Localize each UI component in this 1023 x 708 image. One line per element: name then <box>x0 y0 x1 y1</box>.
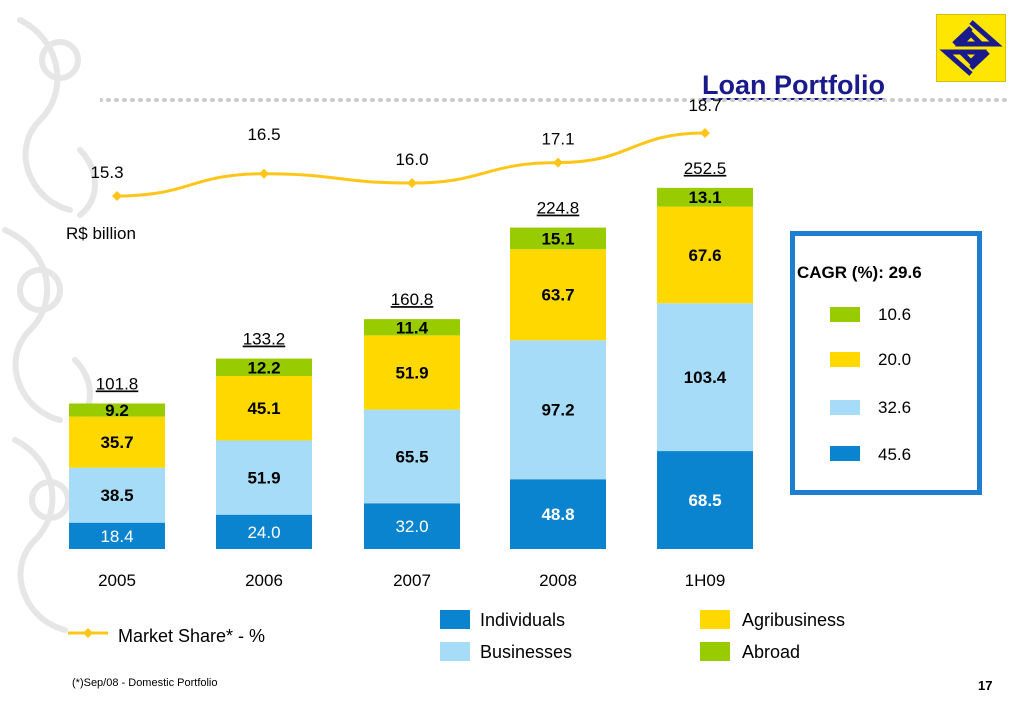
bar-label-abroad-2005: 9.2 <box>105 401 129 420</box>
bar-label-abroad-2006: 12.2 <box>247 358 280 377</box>
total-label-2008: 224.8 <box>537 199 580 218</box>
cagr-swatch-agribusiness <box>830 352 860 367</box>
bar-individuals-2008 <box>510 479 606 549</box>
cagr-value-agribusiness: 20.0 <box>878 350 912 369</box>
cagr-swatch-abroad <box>830 307 860 322</box>
bar-abroad-2008 <box>510 227 606 250</box>
legend-label-businesses: Businesses <box>480 642 573 662</box>
bar-label-individuals-1h09: 68.5 <box>688 491 721 510</box>
legend-label-agribusiness: Agribusiness <box>742 610 846 630</box>
category-label-2006: 2006 <box>245 571 283 590</box>
bar-abroad-2007 <box>364 319 460 336</box>
bank-logo-icon <box>936 14 1006 82</box>
bar-label-agribusiness-1h09: 67.6 <box>688 246 721 265</box>
legend-swatch-businesses <box>440 642 470 661</box>
bar-businesses-1h09 <box>657 303 753 452</box>
bar-abroad-2006 <box>216 358 312 377</box>
cagr-swatch-individuals <box>830 446 860 461</box>
legend-label-individuals: Individuals <box>480 610 566 630</box>
bar-abroad-2005 <box>69 403 165 417</box>
bar-label-agribusiness-2005: 35.7 <box>100 433 133 452</box>
market-share-point-1h09 <box>700 128 710 138</box>
footnote: (*)Sep/08 - Domestic Portfolio <box>72 677 218 689</box>
bar-label-individuals-2006: 24.0 <box>247 523 280 542</box>
bar-individuals-2006 <box>216 514 312 549</box>
bar-label-businesses-2008: 97.2 <box>541 401 574 420</box>
legend-swatch-agribusiness <box>700 610 730 629</box>
bar-label-businesses-2005: 38.5 <box>100 486 133 505</box>
market-share-point-2006 <box>259 168 269 179</box>
cagr-value-individuals: 45.6 <box>878 445 912 464</box>
market-share-label-1h09: 18.7 <box>688 96 721 115</box>
bar-agribusiness-2007 <box>364 335 460 410</box>
bar-abroad-1h09 <box>657 187 753 207</box>
cagr-swatch-businesses <box>830 400 860 415</box>
bar-label-businesses-1h09: 103.4 <box>684 368 727 387</box>
bar-individuals-2005 <box>69 522 165 549</box>
market-share-legend-label: Market Share* - % <box>118 626 266 646</box>
dotted-separator <box>100 98 1010 102</box>
bar-businesses-2007 <box>364 409 460 504</box>
legend-label-abroad: Abroad <box>742 642 801 662</box>
bar-individuals-2007 <box>364 503 460 549</box>
category-label-2008: 2008 <box>539 571 577 590</box>
bar-label-individuals-2008: 48.8 <box>541 505 574 524</box>
cagr-value-businesses: 32.6 <box>878 398 912 417</box>
category-label-2005: 2005 <box>98 571 136 590</box>
bar-individuals-1h09 <box>657 451 753 549</box>
bar-label-individuals-2007: 32.0 <box>395 517 428 536</box>
page-number: 17 <box>978 678 993 693</box>
cagr-box <box>790 231 982 495</box>
bar-label-agribusiness-2008: 63.7 <box>541 286 574 305</box>
total-label-2007: 160.8 <box>391 290 434 309</box>
bar-businesses-2005 <box>69 467 165 523</box>
legend-swatch-abroad <box>700 642 730 661</box>
bar-label-agribusiness-2007: 51.9 <box>395 364 428 383</box>
market-share-label-2008: 17.1 <box>541 130 574 149</box>
legend-swatch-individuals <box>440 610 470 629</box>
market-share-label-2006: 16.5 <box>247 125 280 144</box>
bar-label-abroad-2007: 11.4 <box>396 318 429 337</box>
page-title: Loan Portfolio <box>702 70 885 101</box>
bar-label-abroad-1h09: 13.1 <box>688 188 721 207</box>
bar-label-businesses-2007: 65.5 <box>395 447 428 466</box>
bar-businesses-2006 <box>216 440 312 515</box>
floral-decoration <box>2 17 98 633</box>
market-share-point-2007 <box>407 178 417 189</box>
bar-agribusiness-1h09 <box>657 206 753 304</box>
category-label-2007: 2007 <box>393 571 431 590</box>
category-label-1h09: 1H09 <box>685 571 726 590</box>
market-share-legend-marker-icon <box>68 628 108 638</box>
total-label-2006: 133.2 <box>243 330 286 349</box>
market-share-label-2007: 16.0 <box>395 150 428 169</box>
bar-agribusiness-2005 <box>69 416 165 468</box>
bar-agribusiness-2006 <box>216 376 312 441</box>
market-share-point-2008 <box>553 157 563 168</box>
unit-label: R$ billion <box>66 224 136 243</box>
bar-businesses-2008 <box>510 340 606 480</box>
total-label-2005: 101.8 <box>96 374 139 393</box>
market-share-label-2005: 15.3 <box>90 163 123 182</box>
bar-label-agribusiness-2006: 45.1 <box>247 399 280 418</box>
bar-agribusiness-2008 <box>510 249 606 341</box>
total-label-1h09: 252.5 <box>684 159 727 178</box>
bar-label-individuals-2005: 18.4 <box>100 527 133 546</box>
bar-label-businesses-2006: 51.9 <box>247 469 280 488</box>
market-share-point-2005 <box>112 191 122 201</box>
cagr-title: CAGR (%): 29.6 <box>797 263 922 282</box>
cagr-value-abroad: 10.6 <box>878 305 912 324</box>
bar-label-abroad-2008: 15.1 <box>541 229 574 248</box>
